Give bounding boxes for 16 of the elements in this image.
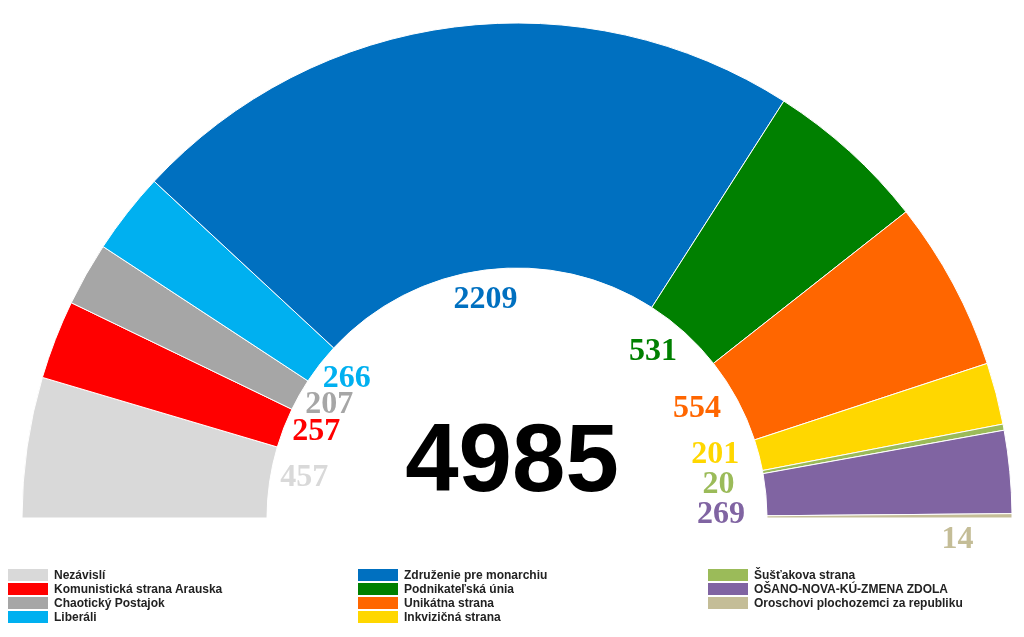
- legend-label: Šušťakova strana: [754, 568, 856, 582]
- legend-label: Podnikateľská únia: [404, 582, 514, 596]
- text: 4985: [405, 404, 619, 511]
- legend-label: Unikátna strana: [404, 596, 495, 610]
- legend-label: Združenie pre monarchiu: [404, 568, 548, 582]
- data-label: 2209: [453, 278, 518, 315]
- legend-label: Oroschovi plochozemci za republiku: [754, 596, 963, 610]
- legend-label: Nezávislí: [54, 568, 106, 582]
- legend-label: Chaotický Postajok: [54, 596, 165, 610]
- data-label: 554: [673, 387, 722, 424]
- legend-label: Liberáli: [54, 610, 97, 624]
- data-label: 531: [629, 331, 678, 368]
- data-label: 14: [941, 519, 974, 555]
- legend-label: Inkvizičná strana: [404, 610, 501, 624]
- legend-label: Komunistická strana Arauska: [54, 582, 223, 596]
- legend-label: OŠANO-NOVA-KÚ-ZMENA ZDOLA: [754, 582, 948, 596]
